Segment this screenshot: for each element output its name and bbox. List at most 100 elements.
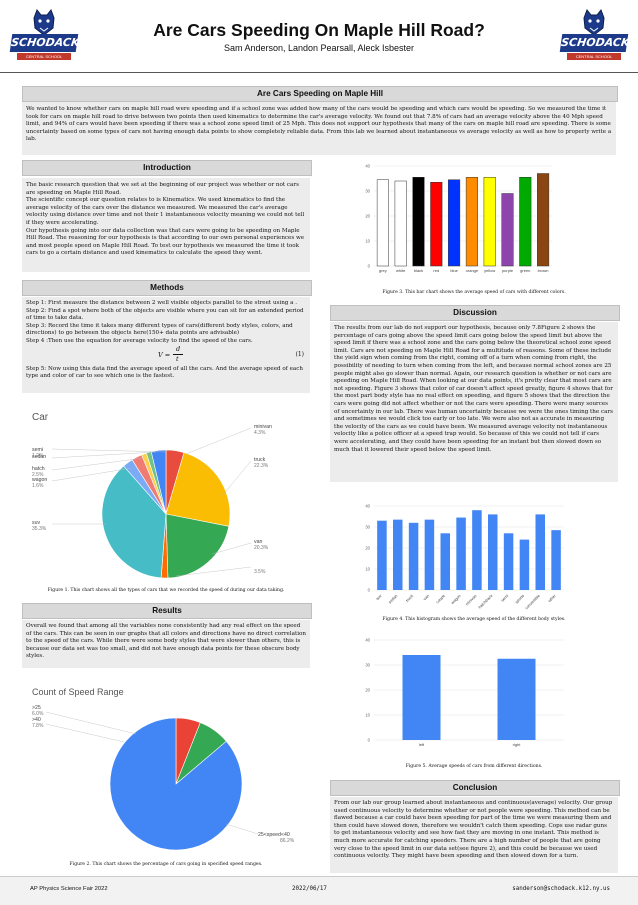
- leader-line: [51, 451, 157, 459]
- bar-semi: [503, 533, 514, 590]
- x-tick-label-left: left: [419, 742, 425, 747]
- x-tick-label-convertible: convertible: [524, 593, 542, 611]
- legend-label-hatch: hatch: [32, 466, 45, 472]
- x-tick-label-hatchback: hatchback: [477, 593, 493, 609]
- footer-email: sanderson@schodack.k12.ny.us: [512, 886, 610, 892]
- conclusion-heading: Conclusion: [330, 780, 620, 796]
- results-heading: Results: [22, 603, 312, 619]
- poster-footer: AP Physics Science Fair 2022 2022/06/17 …: [0, 876, 638, 905]
- leader-line: [211, 542, 252, 555]
- color-speed-bar-chart: 0 10 20 30 40 grey white black red blue orange yell…: [365, 164, 552, 273]
- legend-label-sedan: sedan: [32, 454, 46, 460]
- school-logo-left: SCHODACK CENTRAL SCHOOL DISTRICT: [9, 8, 80, 66]
- y-tick-label: 20: [365, 546, 370, 551]
- y-tick-label: 40: [365, 164, 370, 169]
- legend-value-hatch: 2.5%: [32, 472, 44, 478]
- y-tick-label: 10: [365, 239, 370, 244]
- bar-white: [394, 180, 407, 267]
- equation-number: (1): [295, 350, 305, 358]
- speed-range-pie-chart: Count of Speed Range >256.0%>407.8% 25<spe…: [32, 687, 295, 851]
- legend-value-truck: 22.3%: [254, 463, 269, 469]
- x-tick-label-white: white: [396, 268, 406, 273]
- discussion-paragraph: The results from our lab do not support …: [334, 325, 614, 453]
- figure-1-caption: Figure 1. This chart shows all the types…: [47, 588, 285, 593]
- wildcat-mascot-icon: [583, 9, 605, 36]
- leader-line: [51, 467, 133, 482]
- y-tick-label: 20: [365, 688, 370, 693]
- x-tick-label-brown: brown: [538, 268, 549, 273]
- y-tick-label: 40: [365, 638, 370, 643]
- results-paragraph: Overall we found that among all the vari…: [26, 623, 306, 660]
- y-tick-label: 20: [365, 214, 370, 219]
- legend-value-minivan: 4.3%: [254, 430, 266, 436]
- x-tick-label-wagon: wagon: [450, 593, 462, 605]
- bar-yellow: [483, 177, 496, 267]
- legend-label-25-to-40: 25<speed<40: [258, 832, 290, 838]
- legend-label-suv: suv: [32, 520, 40, 526]
- legend-label-minivan: minivan: [254, 424, 272, 430]
- pie-slice-van: [165, 513, 230, 579]
- intro-paragraph: The basic research question that we set …: [26, 182, 299, 196]
- introduction-heading: Introduction: [22, 160, 312, 176]
- methods-text: Step 1: First measure the distance betwe…: [22, 297, 310, 393]
- legend-label-truck: truck: [254, 457, 266, 463]
- abstract-text: We wanted to know whether cars on maple …: [22, 102, 616, 155]
- intro-paragraph: Our hypothesis going into our data colle…: [26, 227, 305, 257]
- conclusion-paragraph: From our lab our group learned about ins…: [334, 800, 613, 860]
- figure-2-caption: Figure 2. This chart shows the percentag…: [69, 862, 263, 867]
- bar-suv: [377, 520, 387, 590]
- leader-line: [51, 457, 145, 471]
- bar-other: [551, 530, 561, 590]
- methods-heading: Methods: [22, 280, 312, 296]
- pie-slice-suv: [101, 465, 167, 579]
- bar-purple: [501, 193, 514, 267]
- wildcat-mascot-icon: [33, 9, 55, 36]
- bar-hatchback: [488, 514, 498, 590]
- x-tick-label-other: other: [547, 593, 557, 603]
- title-divider: [0, 72, 638, 73]
- bar-left: [402, 655, 441, 740]
- intro-paragraph: The scientific concept our question rela…: [26, 197, 305, 226]
- abstract-heading: Are Cars Speeding on Maple Hill: [22, 86, 618, 102]
- y-tick-label: 10: [365, 567, 370, 572]
- method-step: Step 2: Find a spot where both of the ob…: [26, 307, 304, 322]
- leader-line: [45, 711, 137, 735]
- bar-sports: [519, 539, 530, 590]
- x-tick-label-green: green: [520, 268, 530, 273]
- equation-denominator: t: [176, 354, 179, 363]
- x-tick-label-truck: truck: [405, 593, 415, 603]
- body-style-bar-chart: 0 10 20 30 40 suv sedan truck van coupe wagon miniv…: [365, 504, 564, 611]
- bar-right: [497, 658, 536, 740]
- logo-subtitle: CENTRAL SCHOOL DISTRICT: [17, 53, 71, 66]
- legend-label-wagon: wagon: [32, 477, 47, 483]
- x-tick-label-right: right: [513, 742, 522, 747]
- leader-line: [45, 723, 125, 743]
- legend-label-over-40: >40: [32, 717, 41, 723]
- method-step: Step 3: Record the time it takes many di…: [26, 322, 293, 337]
- bar-convertible: [535, 514, 545, 590]
- discussion-heading: Discussion: [330, 305, 620, 321]
- bar-wagon: [456, 517, 466, 590]
- bar-green: [519, 177, 532, 267]
- method-step: Step 1: First measure the distance betwe…: [26, 300, 298, 306]
- school-logo-right: SCHODACK CENTRAL SCHOOL DISTRICT: [559, 8, 630, 66]
- y-tick-label: 30: [365, 525, 370, 530]
- leader-line: [221, 460, 252, 497]
- footer-date: 2022/06/17: [292, 886, 327, 892]
- chart-title: Count of Speed Range: [32, 687, 124, 697]
- leader-line: [51, 448, 167, 453]
- bar-brown: [537, 173, 550, 267]
- pie-slice-truck: [165, 452, 231, 527]
- legend-label-over-25: >25: [32, 705, 41, 711]
- abstract-paragraph: We wanted to know whether cars on maple …: [26, 106, 612, 143]
- logo-subtitle: CENTRAL SCHOOL DISTRICT: [567, 53, 621, 66]
- y-tick-label: 0: [368, 264, 371, 269]
- y-tick-label: 0: [368, 588, 371, 593]
- figure-4-caption: Figure 4. This histogram shows the avera…: [382, 617, 566, 622]
- results-text: Overall we found that among all the vari…: [22, 620, 310, 668]
- fraction-bar: [173, 353, 183, 355]
- legend-value-over-25: 6.0%: [32, 711, 44, 717]
- legend-value-over-40: 7.8%: [32, 723, 44, 729]
- method-step: Step 4 :Then use the equation for averag…: [26, 337, 253, 344]
